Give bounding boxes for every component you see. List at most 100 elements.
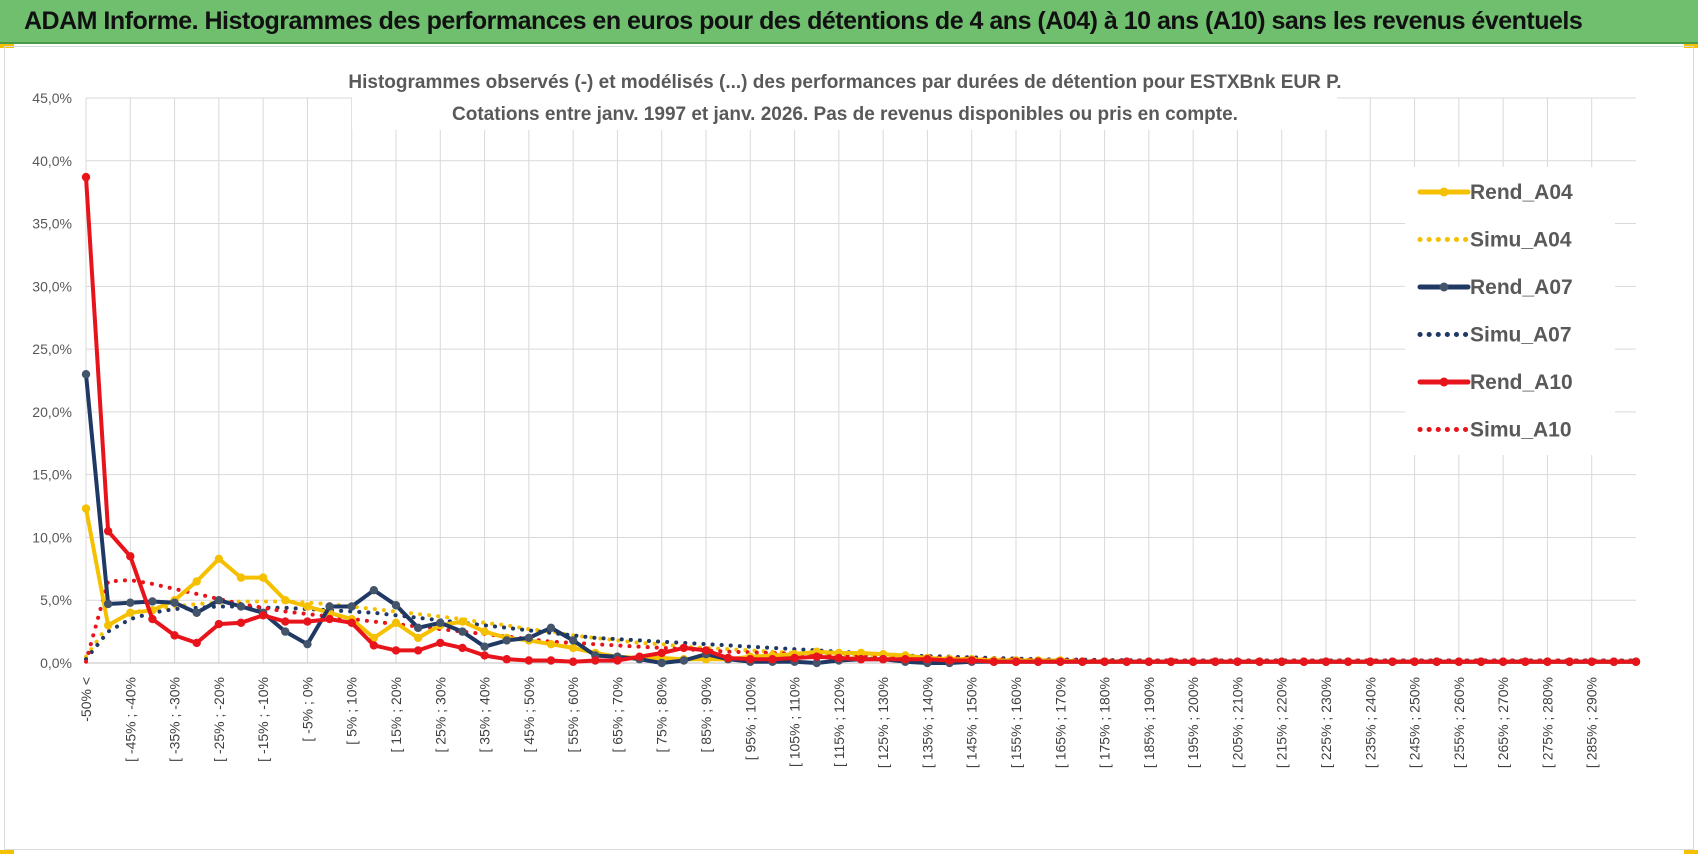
data-point-rend-a10 <box>568 657 578 666</box>
data-point-rend-a07 <box>546 623 556 633</box>
gridlines <box>85 97 1636 664</box>
data-point-rend-a10 <box>1609 657 1619 666</box>
data-point-rend-a07 <box>81 370 91 379</box>
x-tick-label: [ 195% ; 200% <box>1185 677 1201 768</box>
chart-title-line2: Cotations entre janv. 1997 et janv. 2026… <box>452 104 1238 125</box>
data-point-rend-a07 <box>480 642 489 651</box>
data-point-rend-a07 <box>413 623 423 633</box>
data-point-rend-a10 <box>214 619 224 629</box>
data-point-rend-a10 <box>723 653 733 663</box>
series-group <box>81 172 1641 668</box>
legend-label-rend-a10: Rend_A10 <box>1470 371 1573 394</box>
x-tick-label: [ -15% ; -10% <box>255 677 271 762</box>
data-point-rend-a07 <box>214 596 224 605</box>
data-point-rend-a07 <box>391 601 401 610</box>
data-point-rend-a10 <box>1476 657 1486 666</box>
data-point-rend-a10 <box>613 656 622 665</box>
corner-marker-bottom-right <box>1684 850 1698 854</box>
data-point-rend-a10 <box>458 643 467 653</box>
data-point-rend-a10 <box>281 617 290 626</box>
data-point-rend-a10 <box>1122 657 1131 666</box>
x-tick-label: [ 135% ; 140% <box>919 677 935 768</box>
data-point-rend-a04 <box>126 608 135 617</box>
data-point-rend-a10 <box>1432 657 1441 666</box>
data-point-rend-a10 <box>347 618 356 628</box>
data-point-rend-a10 <box>170 631 179 640</box>
x-tick-label: [ -45% ; -40% <box>122 677 138 762</box>
data-point-rend-a10 <box>923 655 932 664</box>
data-point-rend-a07 <box>347 602 356 611</box>
x-tick-label: [ 285% ; 290% <box>1584 677 1600 768</box>
data-point-rend-a10 <box>81 172 91 182</box>
data-point-rend-a10 <box>436 638 445 648</box>
data-point-rend-a07 <box>812 658 821 668</box>
x-tick-label: [ 205% ; 210% <box>1229 677 1245 768</box>
data-point-rend-a10 <box>502 655 511 664</box>
data-point-rend-a10 <box>1078 657 1087 666</box>
data-point-rend-a10 <box>967 656 976 665</box>
data-point-rend-a10 <box>546 656 556 665</box>
data-point-rend-a04 <box>281 596 290 605</box>
data-point-rend-a10 <box>325 614 334 624</box>
data-point-rend-a07 <box>458 627 467 636</box>
data-point-rend-a10 <box>1100 657 1109 666</box>
data-point-rend-a10 <box>790 653 799 663</box>
data-point-rend-a10 <box>103 526 113 536</box>
x-tick-label: [ 5% ; 10% <box>344 677 360 745</box>
data-point-rend-a04 <box>458 617 467 626</box>
data-point-rend-a10 <box>1498 657 1508 666</box>
data-point-rend-a07 <box>236 602 246 611</box>
y-tick-label: 40,0% <box>32 153 72 169</box>
data-point-rend-a10 <box>901 655 910 664</box>
data-point-rend-a04 <box>568 643 578 653</box>
data-point-rend-a10 <box>856 655 866 664</box>
data-point-rend-a10 <box>413 646 423 655</box>
data-point-rend-a04 <box>413 633 423 643</box>
data-point-rend-a07 <box>369 585 379 595</box>
x-tick-label: [ 255% ; 260% <box>1451 677 1467 768</box>
legend-background <box>1405 167 1615 455</box>
x-tick-label: [ 105% ; 110% <box>787 677 803 767</box>
legend-label-rend-a04: Rend_A04 <box>1470 181 1573 204</box>
legend-marker <box>1439 282 1449 292</box>
data-point-rend-a10 <box>1388 657 1397 666</box>
x-tick-label: [ 45% ; 50% <box>521 677 537 753</box>
header-banner: ADAM Informe. Histogrammes des performan… <box>0 0 1698 44</box>
x-tick-label: [ 65% ; 70% <box>609 677 625 753</box>
x-tick-label: [ 225% ; 230% <box>1318 677 1334 768</box>
data-point-rend-a10 <box>657 648 666 658</box>
series-line-rend-a10 <box>84 175 1638 664</box>
data-point-rend-a10 <box>1299 657 1309 666</box>
data-point-rend-a10 <box>945 656 954 665</box>
x-tick-label: [ 175% ; 180% <box>1097 677 1113 768</box>
data-point-rend-a04 <box>103 621 113 630</box>
data-point-rend-a04 <box>856 648 866 658</box>
legend-marker <box>1439 377 1449 387</box>
data-point-rend-a10 <box>812 652 821 661</box>
data-point-rend-a04 <box>303 602 312 611</box>
x-tick-label: [ 125% ; 130% <box>875 677 891 768</box>
x-tick-label: [ 115% ; 120% <box>831 677 847 767</box>
y-tick-label: 25,0% <box>32 341 72 357</box>
x-tick-label: [ 145% ; 150% <box>964 677 980 768</box>
data-point-rend-a10 <box>1631 657 1641 666</box>
data-point-rend-a10 <box>303 617 312 626</box>
y-tick-label: 15,0% <box>32 467 72 483</box>
data-point-rend-a04 <box>236 573 246 582</box>
data-point-rend-a07 <box>192 608 201 617</box>
y-tick-label: 0,0% <box>40 655 72 671</box>
x-tick-label: [ 155% ; 160% <box>1008 677 1024 768</box>
x-tick-label: [ -5% ; 0% <box>299 677 315 742</box>
data-point-rend-a10 <box>1166 657 1176 666</box>
x-tick-label: [ 185% ; 190% <box>1141 677 1157 768</box>
data-point-rend-a10 <box>1233 657 1242 666</box>
x-tick-label: [ 35% ; 40% <box>477 677 493 753</box>
legend-label-simu-a07: Simu_A07 <box>1470 324 1572 347</box>
data-point-rend-a10 <box>591 656 600 665</box>
data-point-rend-a10 <box>1144 657 1154 666</box>
legend: Rend_A04 Simu_A04 Rend_A07 Simu_A07 Rend_A10… <box>1405 167 1615 455</box>
data-point-rend-a10 <box>391 646 401 655</box>
legend-label-simu-a10: Simu_A10 <box>1470 419 1572 442</box>
data-point-rend-a10 <box>1521 657 1530 666</box>
